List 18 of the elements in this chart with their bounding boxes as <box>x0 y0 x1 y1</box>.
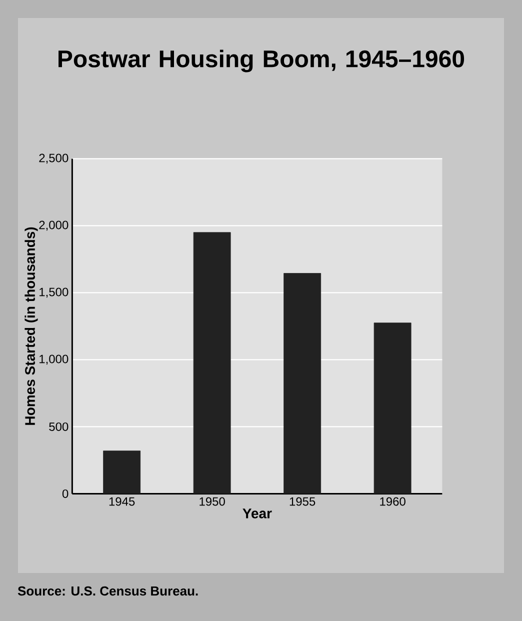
bar <box>374 322 412 494</box>
x-tick-label: 1960 <box>380 497 406 506</box>
chart-title: Postwar Housing Boom, 1945–1960 <box>58 50 464 72</box>
bar <box>103 450 141 494</box>
x-axis-title: Year <box>242 508 272 518</box>
x-tick-label: 1955 <box>290 497 316 506</box>
y-tick-label: 2,000 <box>39 220 68 231</box>
y-tick-label: 2,500 <box>39 154 68 164</box>
y-tick-label: 1,500 <box>40 288 68 298</box>
x-tick-label: 1945 <box>109 497 135 506</box>
bar <box>193 232 231 494</box>
y-tick-label: 1,000 <box>40 354 68 365</box>
y-tick-label: 0 <box>62 489 68 498</box>
x-tick-label: 1950 <box>200 497 225 506</box>
y-axis-title: Homes Started (in thousands) <box>24 227 38 425</box>
source-note: Source: U.S. Census Bureau. <box>18 586 198 596</box>
y-tick-label: 500 <box>49 422 68 431</box>
bar <box>284 273 322 494</box>
